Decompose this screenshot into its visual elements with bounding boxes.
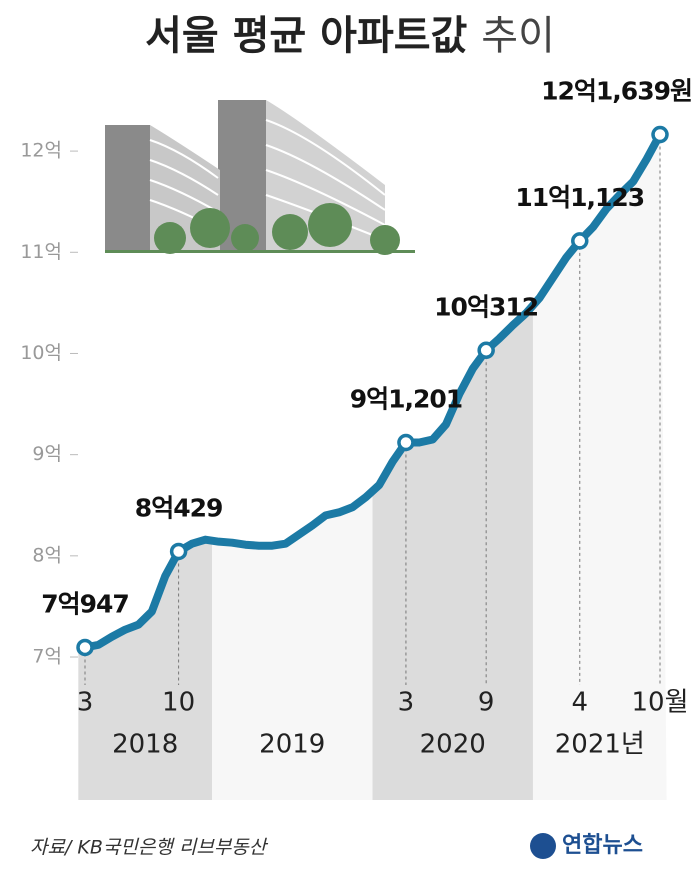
x-tick-label: 3	[398, 688, 415, 718]
source: 자료/ KB국민은행 리브부동산	[30, 837, 269, 859]
x-tick-label: 4	[571, 688, 588, 718]
point	[651, 125, 669, 144]
y-tick-label: 12억	[20, 140, 62, 162]
y-tick-label: 8억	[32, 544, 62, 566]
point	[477, 341, 495, 360]
year-band	[532, 134, 667, 800]
value-label: 10억312	[434, 292, 538, 321]
value-label: 11억1,123	[515, 183, 644, 212]
year-label: 2021년	[555, 730, 645, 760]
y-tick-label: 7억	[32, 646, 62, 668]
year-band	[78, 134, 213, 800]
chart-title: 서울 평균 아파트값 추이	[145, 13, 555, 59]
point	[397, 433, 415, 452]
x-tick-label: 10월	[631, 688, 688, 718]
title-main: 서울 평균 아파트값	[145, 13, 467, 59]
year-label: 2019	[259, 730, 325, 760]
point	[571, 232, 589, 250]
year-label: 2018	[112, 730, 178, 760]
point	[76, 638, 94, 657]
y-tick-label: 11억	[20, 241, 62, 263]
value-label: 8억429	[135, 493, 223, 522]
title-light: 추이	[481, 13, 555, 59]
buildings-illustration	[105, 100, 415, 255]
point	[169, 542, 188, 561]
value-label: 12억1,639원	[541, 77, 692, 106]
y-tick-label: 9억	[32, 443, 62, 465]
logo-text: 연합뉴스	[562, 832, 643, 858]
x-tick-label: 10	[162, 688, 195, 718]
year-label: 2020	[420, 730, 486, 760]
x-tick-label: 9	[478, 688, 495, 718]
plot: 7억 8억 9억 10억 11억 12억 2018 2019 2020 2021년 3 10 3 9 4 10…	[20, 77, 693, 760]
logo-icon	[530, 833, 556, 859]
x-tick-label: 3	[77, 688, 94, 718]
y-tick-label: 10억	[20, 342, 62, 364]
value-label: 9억1,201	[350, 385, 462, 414]
value-label: 7억947	[41, 589, 129, 618]
